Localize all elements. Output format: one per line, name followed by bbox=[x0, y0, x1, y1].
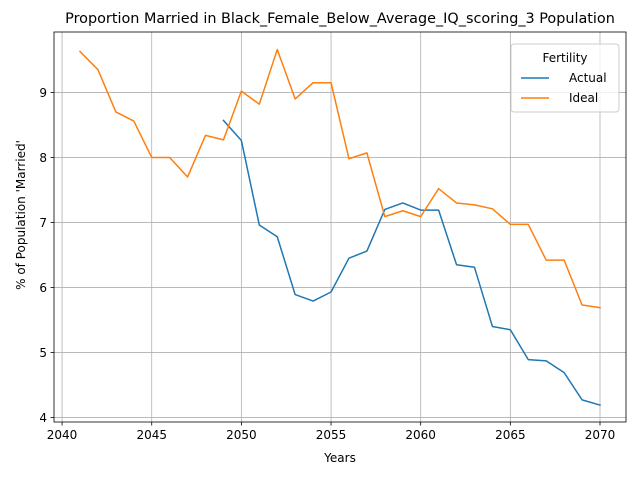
y-tick-label: 6 bbox=[39, 281, 47, 295]
x-tick-label: 2045 bbox=[136, 428, 167, 442]
chart-title: Proportion Married in Black_Female_Below… bbox=[65, 11, 615, 27]
x-tick-label: 2060 bbox=[405, 428, 436, 442]
y-tick-label: 8 bbox=[39, 151, 47, 165]
x-tick-label: 2040 bbox=[47, 428, 78, 442]
legend-title: Fertility bbox=[542, 51, 587, 65]
x-tick-label: 2065 bbox=[495, 428, 526, 442]
series-line-ideal bbox=[78, 48, 601, 309]
y-tick-label: 4 bbox=[39, 411, 47, 425]
y-tick-label: 5 bbox=[39, 346, 47, 360]
y-tick-label: 9 bbox=[39, 86, 47, 100]
y-axis-label: % of Population 'Married' bbox=[14, 140, 28, 290]
y-axis-ticks: 4 5 6 7 8 9 bbox=[39, 86, 54, 425]
plot-area-frame bbox=[53, 31, 627, 423]
x-tick-label: 2070 bbox=[585, 428, 616, 442]
legend-label-ideal: Ideal bbox=[569, 91, 598, 105]
x-tick-label: 2055 bbox=[316, 428, 347, 442]
x-axis-label: Years bbox=[323, 451, 356, 465]
y-tick-label: 7 bbox=[39, 216, 47, 230]
legend: Fertility Actual Ideal bbox=[510, 43, 620, 113]
x-tick-label: 2050 bbox=[226, 428, 257, 442]
series-layer bbox=[78, 48, 601, 407]
grid bbox=[54, 32, 626, 422]
series-line-actual bbox=[222, 119, 601, 407]
x-axis-ticks: 2040 2045 2050 2055 2060 2065 2070 bbox=[47, 422, 615, 442]
legend-label-actual: Actual bbox=[569, 71, 607, 85]
legend-box bbox=[510, 43, 620, 113]
